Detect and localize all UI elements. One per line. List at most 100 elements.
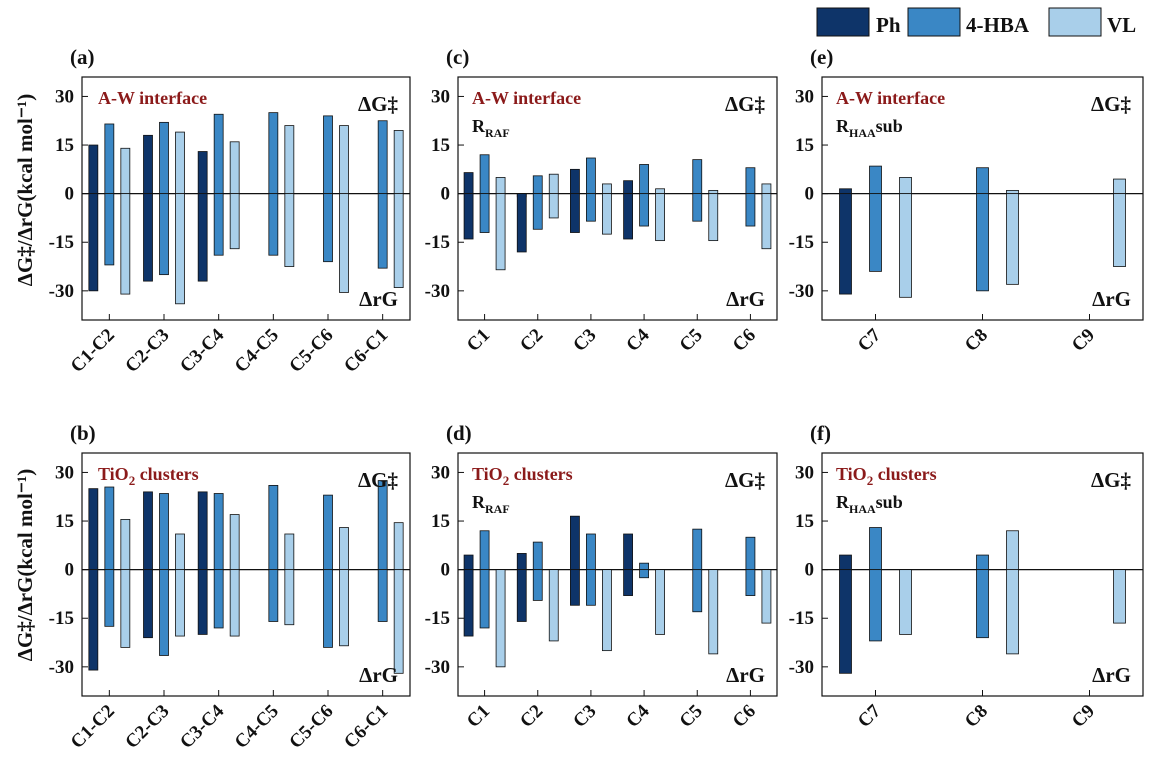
bar-vl-positive <box>899 177 912 195</box>
y-tick-label: 30 <box>55 86 74 107</box>
x-tick-label: C9 <box>1068 325 1099 356</box>
y-tick-label: 30 <box>55 462 74 483</box>
legend-swatch-4-hba <box>907 7 961 37</box>
bar-vl-negative <box>120 193 131 295</box>
bar-vl-negative <box>602 193 612 235</box>
delta-g-activation-label: ΔG‡ <box>1091 92 1131 116</box>
bar-vl-positive <box>120 519 131 571</box>
bar-vl-negative <box>548 569 559 642</box>
x-tick-label: C2-C3 <box>121 701 173 753</box>
bar-vl-negative <box>339 193 349 293</box>
x-tick-label: C4 <box>622 324 654 356</box>
y-tick-label: 0 <box>441 184 451 205</box>
bar-4-hba-negative <box>745 569 756 596</box>
panel-b: 30 15 0 -15 -30 C1-C2 C2-C3 C3-C4 C4-C5 C5-C6 C6-C… <box>49 421 411 753</box>
panel-label: (a) <box>70 45 95 69</box>
x-tick-label: C6 <box>729 325 760 356</box>
y-axis-label: ΔG‡/ΔrG(kcal mol⁻¹) <box>13 94 37 286</box>
bar-4-hba-positive <box>323 494 333 571</box>
bar-ph-negative <box>516 193 527 253</box>
bar-vl-negative <box>284 569 295 626</box>
bar-vl-positive <box>393 522 404 571</box>
plot-frame <box>457 452 778 697</box>
bar-vl-negative <box>393 193 404 288</box>
panel-subtitle: RHAAsub <box>836 492 903 516</box>
x-tick-label: C1 <box>463 325 494 356</box>
bar-vl-positive <box>284 125 295 195</box>
delta-g-activation-label: ΔG‡ <box>358 92 398 116</box>
bar-4-hba-positive <box>532 541 543 571</box>
bar-ph-positive <box>143 491 153 571</box>
x-tick-label: C3 <box>569 701 600 732</box>
bar-4-hba-negative <box>586 193 596 222</box>
legend-swatch-ph <box>816 7 870 37</box>
panel-c: 30 15 0 -15 -30 C1 C2 C3 C4 C5 C6 (c)A-W interface R… <box>425 45 778 356</box>
y-tick-label: 0 <box>805 560 815 581</box>
bar-ph-negative <box>623 193 633 240</box>
panel-title: A-W interface <box>472 88 581 108</box>
panel-label: (c) <box>446 45 469 69</box>
bar-vl-negative <box>495 569 506 668</box>
bar-vl-negative <box>495 193 506 271</box>
bar-4-hba-positive <box>479 530 490 571</box>
bar-4-hba-negative <box>213 193 224 256</box>
bar-vl-negative <box>175 193 185 305</box>
bar-ph-negative <box>570 569 580 606</box>
x-tick-label: C2-C3 <box>121 325 173 377</box>
y-tick-label: 0 <box>441 560 451 581</box>
bar-vl-positive <box>393 130 404 195</box>
bar-4-hba-negative <box>692 193 703 222</box>
y-tick-label: 15 <box>795 135 814 156</box>
x-tick-label: C7 <box>854 324 886 356</box>
bar-ph-positive <box>570 515 580 571</box>
bar-vl-negative <box>899 569 912 635</box>
x-tick-label: C3-C4 <box>176 324 229 377</box>
legend: Ph 4-HBA VL <box>816 7 1136 37</box>
x-tick-label: C4-C5 <box>231 325 283 377</box>
bar-4-hba-negative <box>869 193 882 272</box>
bar-ph-positive <box>88 488 99 571</box>
bar-vl-positive <box>708 189 719 195</box>
panel-d: 30 15 0 -15 -30 C1 C2 C3 C4 C5 C6 (d)TiO2 clusters R… <box>425 421 778 732</box>
bar-4-hba-negative <box>377 193 388 269</box>
bar-4-hba-negative <box>532 193 543 230</box>
legend-label: 4-HBA <box>966 13 1030 37</box>
y-tick-label: -30 <box>425 657 450 678</box>
x-tick-label: C3 <box>569 325 600 356</box>
bar-vl-positive <box>284 533 295 571</box>
y-tick-label: -15 <box>49 608 74 629</box>
y-tick-label: 30 <box>431 86 450 107</box>
bar-ph-negative <box>516 569 527 622</box>
panel-e: 30 15 0 -15 -30 C7 C8 C9 (e)A-W interface RHAAsub… <box>789 45 1144 356</box>
bar-vl-negative <box>899 193 912 298</box>
legend-label: Ph <box>876 13 901 37</box>
bar-4-hba-negative <box>532 569 543 601</box>
panel-label: (f) <box>810 421 831 445</box>
bar-4-hba-positive <box>268 112 279 195</box>
bar-4-hba-positive <box>377 120 388 195</box>
x-tick-label: C8 <box>961 325 992 356</box>
bar-vl-positive <box>1006 530 1019 571</box>
y-tick-label: 0 <box>65 560 75 581</box>
bar-vl-positive <box>175 131 185 195</box>
x-tick-label: C5 <box>676 701 707 732</box>
bar-vl-negative <box>708 569 719 655</box>
bar-4-hba-positive <box>377 480 388 571</box>
y-tick-label: 30 <box>795 462 814 483</box>
bar-4-hba-positive <box>268 484 279 571</box>
bar-vl-negative <box>120 569 131 648</box>
bar-4-hba-negative <box>745 193 756 227</box>
x-tick-label: C2 <box>516 325 547 356</box>
bar-ph-negative <box>570 193 580 233</box>
panel-subtitle: RHAAsub <box>836 116 903 140</box>
y-tick-label: -30 <box>49 281 74 302</box>
bar-4-hba-negative <box>268 193 279 256</box>
delta-g-activation-label: ΔG‡ <box>1091 468 1131 492</box>
y-tick-label: 30 <box>431 462 450 483</box>
x-tick-label: C1-C2 <box>67 701 119 753</box>
bar-ph-positive <box>463 554 474 571</box>
y-tick-label: -15 <box>49 232 74 253</box>
panel-title: TiO2 clusters <box>472 464 573 488</box>
legend-label: VL <box>1107 13 1136 37</box>
bar-vl-positive <box>1113 178 1126 195</box>
